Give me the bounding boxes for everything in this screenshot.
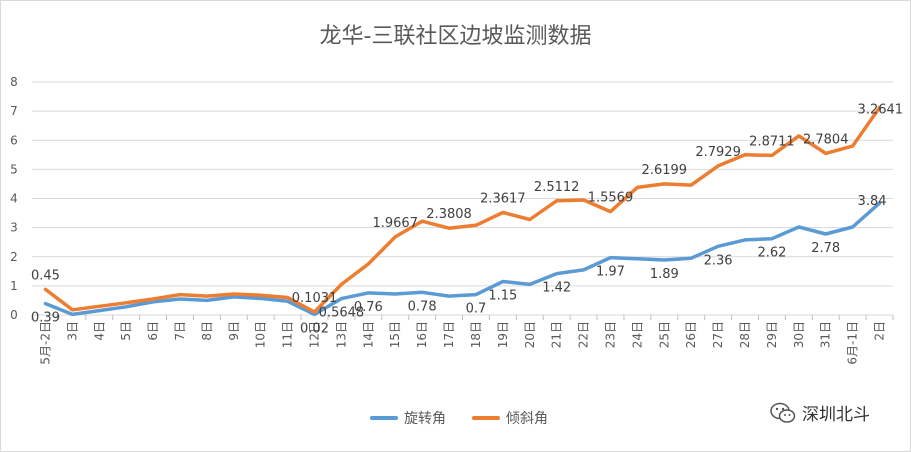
x-tick-label-9: 11日: [281, 321, 295, 348]
y-tick-label-6: 6: [10, 133, 18, 147]
x-tick-label-16: 18日: [469, 321, 483, 348]
legend: 旋转角 倾斜角: [370, 408, 548, 428]
data-label-rotation-21: 1.97: [596, 265, 625, 280]
y-tick-label-5: 5: [10, 162, 18, 176]
x-tick-label-25: 27日: [711, 321, 725, 348]
data-label-tilt-19: 2.5112: [534, 180, 580, 195]
data-label-tilt-13: 1.9667: [372, 216, 418, 231]
wechat-icon: [770, 402, 796, 423]
data-label-rotation-16: 0.7: [466, 302, 487, 317]
data-label-rotation-25: 2.36: [704, 253, 733, 268]
y-tick-label-0: 0: [10, 308, 18, 322]
x-tick-label-4: 6日: [146, 321, 160, 341]
x-tick-label-15: 17日: [442, 321, 456, 348]
x-tick-label-19: 21日: [550, 321, 564, 348]
y-tick-label-7: 7: [10, 104, 18, 118]
data-label-tilt-23: 2.6199: [642, 163, 688, 178]
x-tick-label-26: 28日: [738, 321, 752, 348]
data-label-tilt-0: 0.45: [31, 268, 60, 283]
x-tick-label-5: 7日: [173, 321, 187, 341]
series-line-1: [43, 105, 882, 314]
x-tick-label-30: 6月-1日: [846, 321, 860, 365]
data-label-rotation-23: 1.89: [650, 267, 679, 282]
x-tick-label-22: 24日: [630, 321, 644, 348]
x-tick-label-31: 2日: [873, 321, 887, 341]
x-tick-label-13: 15日: [388, 321, 402, 348]
x-tick-label-3: 5日: [119, 321, 133, 341]
y-tick-label-4: 4: [10, 192, 18, 206]
x-tick-label-11: 13日: [334, 321, 348, 348]
x-tick-label-28: 30日: [792, 321, 806, 348]
x-tick-label-18: 20日: [523, 321, 537, 348]
legend-item-tilt: 倾斜角: [472, 408, 548, 428]
data-label-rotation-10: 0.02: [300, 321, 329, 336]
x-tick-label-14: 16日: [415, 321, 429, 348]
data-label-rotation-19: 1.42: [542, 281, 571, 296]
legend-label-tilt: 倾斜角: [506, 411, 548, 427]
x-tick-label-10: 12日: [308, 321, 322, 348]
y-tick-label-1: 1: [10, 279, 18, 293]
y-tick-label-3: 3: [10, 221, 18, 235]
legend-label-rotation: 旋转角: [404, 411, 446, 427]
x-tick-label-24: 26日: [684, 321, 698, 348]
x-tick-label-20: 22日: [577, 321, 591, 348]
data-label-tilt-31: 3.2641: [858, 103, 904, 118]
watermark-text: 深圳北斗: [802, 405, 870, 425]
data-label-rotation-14: 0.78: [408, 299, 437, 314]
data-label-tilt-15: 2.3808: [426, 207, 472, 222]
data-label-tilt-27: 2.8711: [749, 134, 795, 149]
x-tick-label-8: 10日: [254, 321, 268, 348]
chart-title: 龙华-三联社区边坡监测数据: [319, 24, 592, 49]
x-tick-label-23: 25日: [657, 321, 671, 348]
data-label-tilt-25: 2.7929: [695, 145, 741, 160]
x-tick-label-2: 4日: [92, 321, 106, 341]
data-label-rotation-27: 2.62: [757, 246, 786, 261]
x-tick-label-12: 14日: [361, 321, 375, 348]
data-label-rotation-11: 0.5648: [319, 306, 365, 321]
watermark: 深圳北斗: [770, 400, 870, 425]
x-tick-label-27: 29日: [765, 321, 779, 348]
x-tick-label-6: 8日: [200, 321, 214, 341]
y-tick-label-2: 2: [10, 250, 18, 264]
legend-item-rotation: 旋转角: [370, 408, 446, 428]
data-label-tilt-29: 2.7804: [803, 132, 849, 147]
x-tick-label-7: 9日: [227, 321, 241, 341]
data-label-rotation-12: 0.76: [354, 300, 383, 315]
x-tick-label-29: 31日: [819, 321, 833, 348]
legend-swatch-rotation: [370, 416, 398, 420]
x-tick-label-17: 19日: [496, 321, 510, 348]
data-label-rotation-17: 1.15: [488, 289, 517, 304]
x-tick-label-0: 5月-2日: [38, 321, 52, 365]
data-label-rotation-29: 2.78: [811, 241, 840, 256]
x-tick-label-21: 23日: [603, 321, 617, 348]
data-label-tilt-10: 0.1031: [292, 291, 338, 306]
data-label-rotation-31: 3.84: [858, 194, 887, 209]
data-label-rotation-0: 0.39: [31, 311, 60, 326]
data-label-tilt-17: 2.3617: [480, 191, 526, 206]
x-tick-label-1: 3日: [65, 321, 79, 341]
y-tick-label-8: 8: [10, 75, 18, 89]
data-label-tilt-21: 1.5569: [588, 191, 634, 206]
legend-swatch-tilt: [472, 416, 500, 420]
series-line-0: [43, 201, 882, 317]
